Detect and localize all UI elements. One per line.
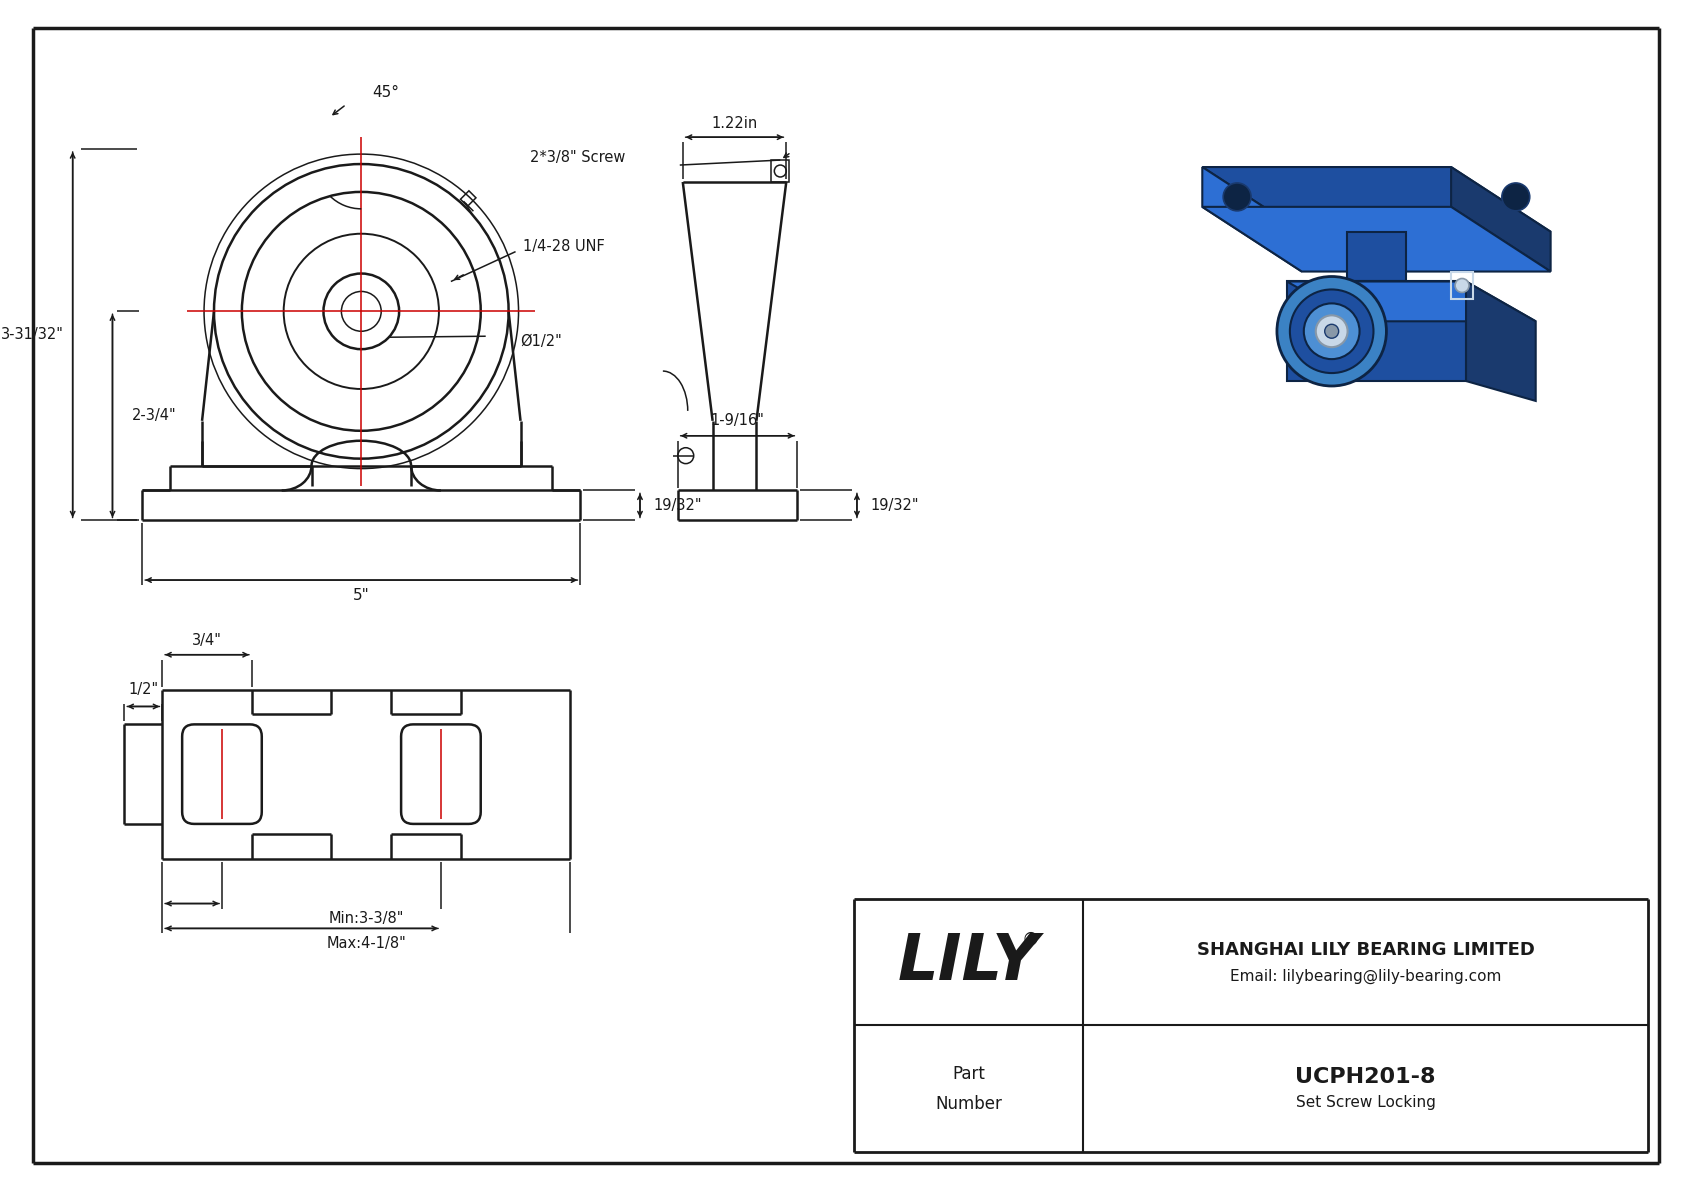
Polygon shape	[1347, 232, 1406, 281]
Bar	[1452, 272, 1474, 299]
Text: SHANGHAI LILY BEARING LIMITED: SHANGHAI LILY BEARING LIMITED	[1197, 941, 1534, 959]
Text: 19/32": 19/32"	[653, 498, 702, 513]
Text: 2-3/4": 2-3/4"	[131, 409, 177, 423]
Text: ®: ®	[1021, 931, 1039, 949]
Polygon shape	[1202, 167, 1302, 272]
Polygon shape	[1287, 281, 1536, 322]
Polygon shape	[1202, 207, 1551, 272]
Text: Min:3-3/8": Min:3-3/8"	[328, 911, 404, 925]
Text: Part
Number: Part Number	[935, 1065, 1002, 1112]
Circle shape	[1455, 279, 1468, 293]
Polygon shape	[1287, 281, 1467, 381]
Text: Ø1/2": Ø1/2"	[520, 333, 562, 349]
Circle shape	[1325, 324, 1339, 338]
Text: Email: lilybearing@lily-bearing.com: Email: lilybearing@lily-bearing.com	[1229, 968, 1500, 984]
Circle shape	[1502, 183, 1529, 211]
Circle shape	[1303, 304, 1359, 360]
Text: 1/4-28 UNF: 1/4-28 UNF	[522, 239, 605, 254]
Text: 1-9/16": 1-9/16"	[711, 413, 765, 429]
Text: LILY: LILY	[898, 931, 1039, 993]
Text: 2*3/8" Screw: 2*3/8" Screw	[530, 150, 625, 164]
Text: UCPH201-8: UCPH201-8	[1295, 1067, 1436, 1087]
Circle shape	[1223, 183, 1251, 211]
Text: 1.22in: 1.22in	[711, 116, 758, 131]
Text: 45°: 45°	[372, 85, 399, 100]
Text: 19/32": 19/32"	[871, 498, 919, 513]
Circle shape	[1276, 276, 1386, 386]
Bar	[771, 160, 790, 182]
Text: 3/4": 3/4"	[192, 634, 222, 648]
Bar	[460, 191, 477, 206]
Polygon shape	[1452, 167, 1551, 272]
Circle shape	[1290, 289, 1374, 373]
Text: Set Screw Locking: Set Screw Locking	[1295, 1096, 1435, 1110]
Text: 1/2": 1/2"	[128, 682, 158, 697]
Text: 3-31/32": 3-31/32"	[2, 328, 64, 342]
Text: 5": 5"	[354, 588, 370, 604]
Text: Max:4-1/8": Max:4-1/8"	[327, 936, 406, 950]
Polygon shape	[1202, 167, 1551, 232]
Circle shape	[1315, 316, 1347, 348]
Polygon shape	[1467, 281, 1536, 401]
